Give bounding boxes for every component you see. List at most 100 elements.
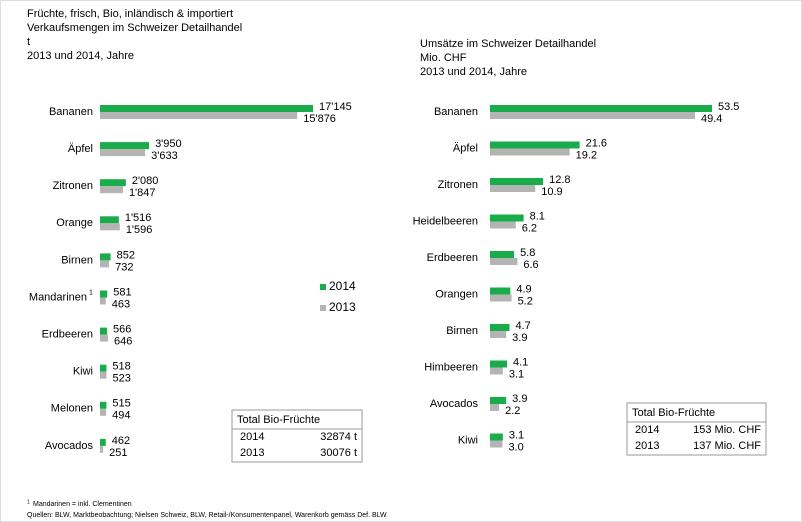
- value-label: 4.7: [516, 320, 531, 332]
- bar: [490, 440, 503, 448]
- bar: [490, 185, 536, 192]
- category-label: Birnen: [446, 325, 478, 337]
- chart-title: Mio. CHF: [420, 52, 467, 64]
- value-label: 5.2: [518, 295, 533, 307]
- category-label: Avocados: [45, 440, 94, 452]
- value-label: 12.8: [549, 174, 570, 186]
- bar: [100, 438, 106, 446]
- category-label: Kiwi: [73, 366, 93, 378]
- bar: [100, 179, 126, 187]
- value-label: 523: [112, 373, 130, 385]
- value-label: 5.8: [520, 247, 535, 259]
- chart-title: 2013 und 2014, Jahre: [420, 66, 527, 78]
- table-box: [626, 402, 767, 456]
- bar: [490, 258, 518, 265]
- bar: [100, 253, 111, 261]
- category-label: Zitronen: [438, 179, 478, 191]
- value-label: 646: [114, 336, 132, 348]
- table-cell: 2014: [240, 431, 264, 443]
- category-label: Orange: [56, 217, 93, 229]
- category-label: Birnen: [61, 254, 93, 266]
- value-label: 6.6: [523, 259, 538, 271]
- bar: [490, 178, 544, 185]
- legend-swatch: [320, 305, 326, 311]
- chart-title: Früchte, frisch, Bio, inländisch & impor…: [27, 8, 233, 20]
- bar: [490, 294, 512, 302]
- table-header: Total Bio-Früchte: [632, 407, 715, 419]
- value-label: 17'145: [319, 101, 352, 113]
- value-label: 53.5: [718, 101, 739, 113]
- bar: [490, 331, 507, 338]
- value-label: 10.9: [541, 186, 562, 198]
- category-label: Erdbeeren: [42, 329, 93, 341]
- bar: [490, 105, 712, 112]
- chart-title: Umsätze im Schweizer Detailhandel: [420, 38, 596, 50]
- bar: [100, 142, 150, 150]
- bar: [100, 290, 108, 298]
- bar: [100, 371, 107, 379]
- value-label: 3.1: [509, 429, 524, 441]
- footnote-marker: 1: [27, 499, 30, 505]
- bar: [490, 324, 510, 331]
- value-label: 463: [112, 298, 130, 310]
- table-cell: 32874 t: [320, 431, 357, 443]
- value-label: 1'596: [126, 224, 153, 236]
- footnote-marker: 1: [89, 289, 93, 296]
- bar: [100, 216, 119, 224]
- sources: Quellen: BLW, Marktbeobachtung; Nielsen …: [27, 512, 387, 519]
- bar: [490, 221, 516, 229]
- category-label: Mandarinen: [29, 291, 87, 303]
- bar: [100, 112, 298, 119]
- bar: [490, 397, 507, 404]
- category-label: Bananen: [434, 106, 478, 118]
- value-label: 2.2: [505, 405, 520, 417]
- category-label: Äpfel: [68, 143, 93, 155]
- legend-label: 2013: [329, 300, 356, 314]
- category-label: Kiwi: [458, 434, 478, 446]
- value-label: 1'847: [129, 187, 156, 199]
- bar: [490, 360, 508, 368]
- value-label: 515: [112, 398, 130, 410]
- category-label: Zitronen: [53, 180, 93, 192]
- bar: [100, 105, 313, 112]
- legend-label: 2014: [329, 279, 356, 293]
- bar: [100, 149, 146, 157]
- value-label: 3.9: [512, 332, 527, 344]
- bar: [490, 251, 515, 258]
- value-label: 494: [112, 410, 130, 422]
- table-cell: 2013: [240, 447, 264, 459]
- value-label: 732: [115, 261, 133, 273]
- value-label: 566: [113, 324, 131, 336]
- footnote: Mandarinen = inkl. Clementinen: [33, 501, 132, 508]
- category-label: Himbeeren: [424, 361, 478, 373]
- value-label: 462: [112, 435, 130, 447]
- table-cell: 30076 t: [320, 447, 357, 459]
- table-cell: 137 Mio. CHF: [693, 440, 761, 452]
- bar: [100, 260, 110, 268]
- bar: [490, 214, 524, 222]
- value-label: 4.1: [513, 356, 528, 368]
- legend-swatch: [320, 284, 326, 290]
- value-label: 3.0: [508, 441, 523, 453]
- value-label: 19.2: [576, 149, 597, 161]
- category-label: Heidelbeeren: [413, 215, 478, 227]
- value-label: 21.6: [586, 137, 607, 149]
- value-label: 3'950: [155, 138, 182, 150]
- bar: [100, 327, 108, 335]
- value-label: 8.1: [530, 210, 545, 222]
- category-label: Äpfel: [453, 142, 478, 154]
- bar: [490, 141, 580, 149]
- table-box: [231, 409, 363, 463]
- table-cell: 2013: [635, 440, 659, 452]
- bar: [490, 404, 500, 411]
- table-cell: 153 Mio. CHF: [693, 424, 761, 436]
- table-cell: 2014: [635, 424, 659, 436]
- bar: [490, 148, 570, 156]
- bar: [100, 401, 107, 409]
- bar: [490, 433, 503, 441]
- value-label: 15'876: [303, 113, 336, 125]
- bar: [490, 367, 503, 375]
- category-label: Bananen: [49, 106, 93, 118]
- chart-title: t: [27, 36, 30, 48]
